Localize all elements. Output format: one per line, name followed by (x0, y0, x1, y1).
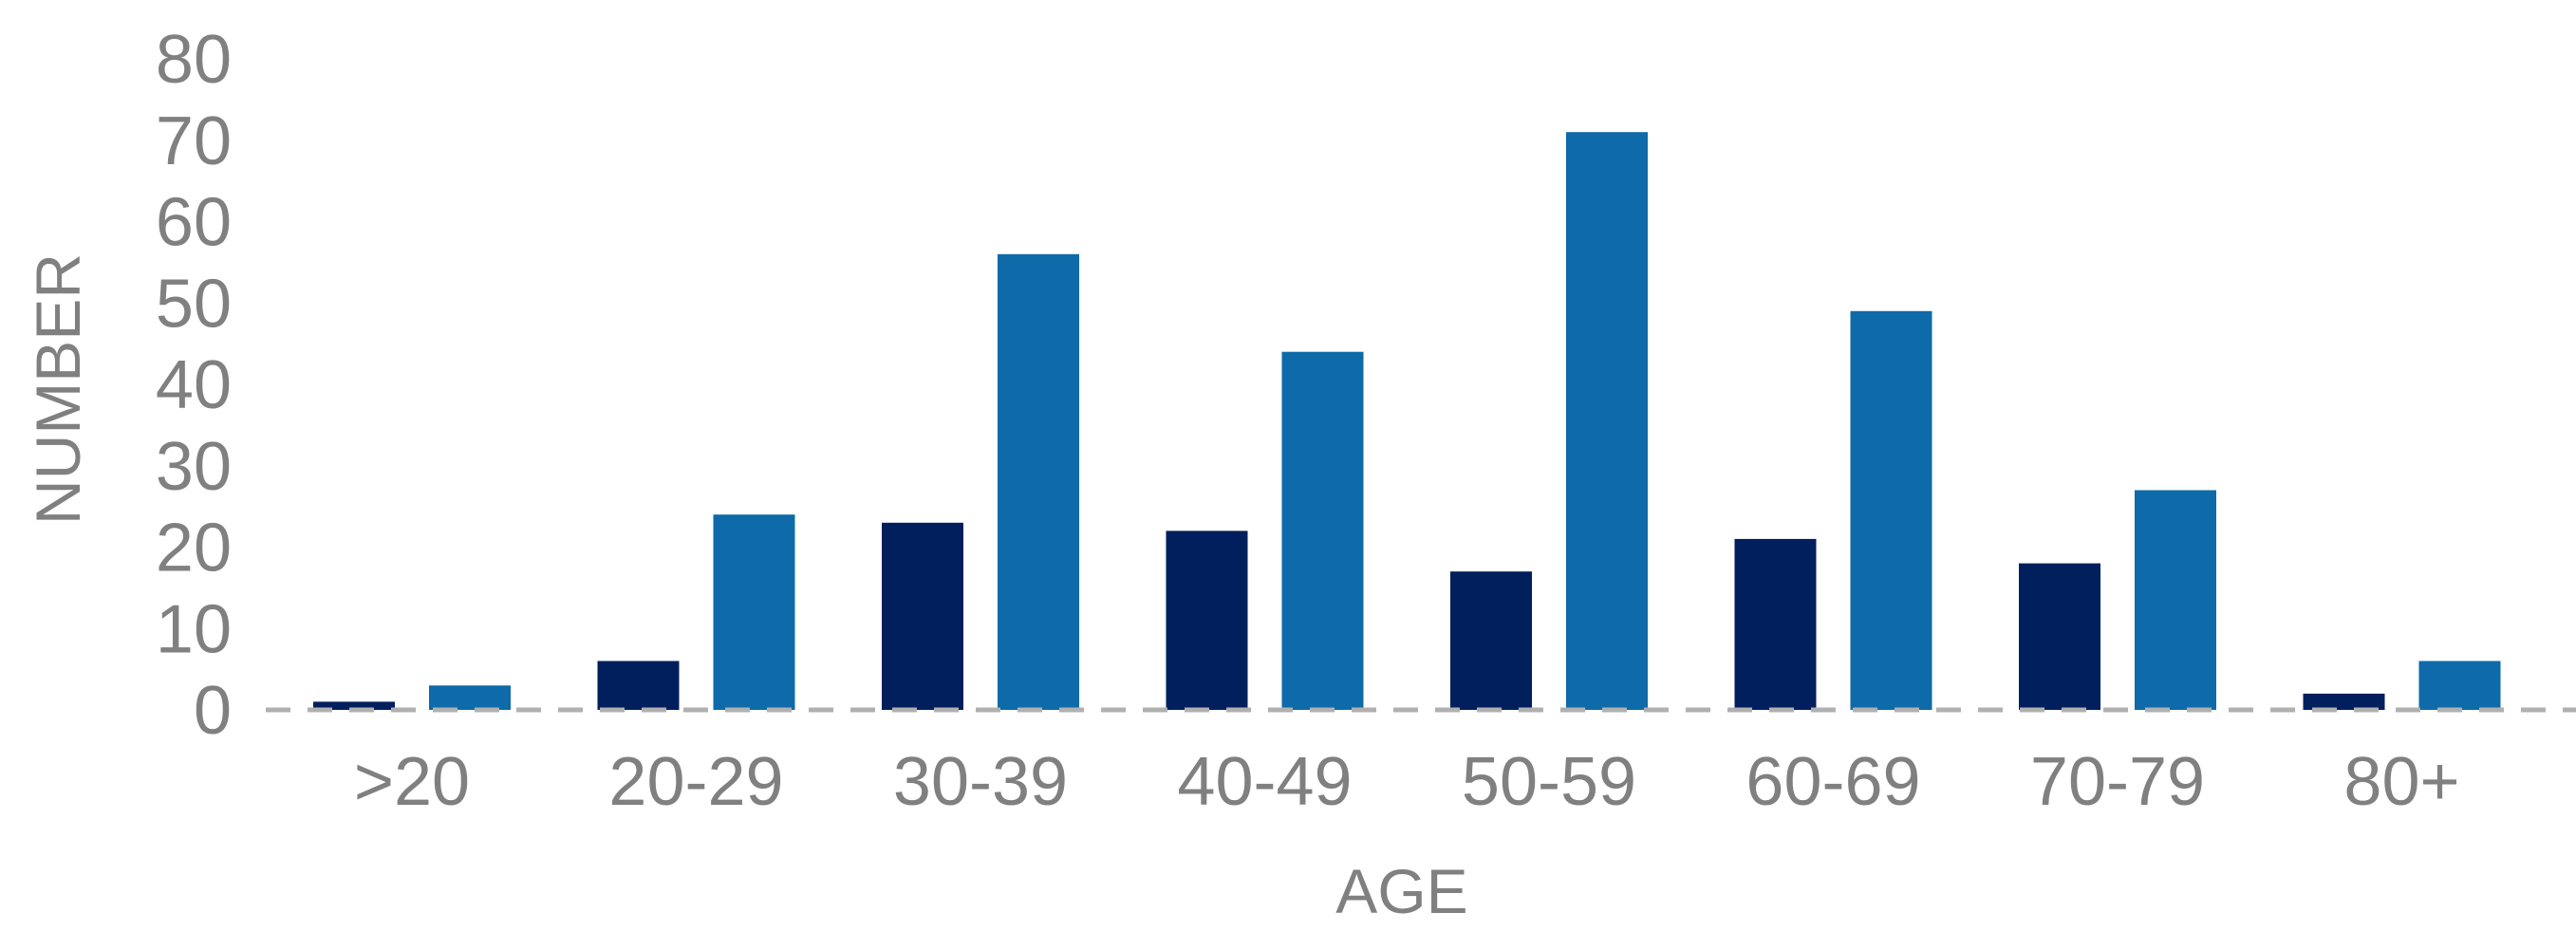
bar-series2-5 (1850, 310, 1932, 710)
bar-series2-7 (2418, 661, 2501, 710)
x-tick-label: 30-39 (893, 744, 1068, 820)
y-tick-label: 10 (156, 591, 232, 667)
y-tick-label: 70 (156, 103, 232, 179)
y-tick-label: 60 (156, 185, 232, 261)
y-tick-label: 30 (156, 429, 232, 505)
bar-series1-4 (1450, 571, 1532, 710)
bar-series1-2 (882, 522, 963, 710)
x-tick-label: 40-49 (1177, 744, 1352, 820)
bar-series2-6 (2135, 490, 2216, 710)
x-tick-label: 60-69 (1745, 744, 1920, 820)
x-tick-label: >20 (354, 744, 470, 820)
y-tick-label: 20 (156, 511, 232, 587)
y-axis-title: NUMBER (23, 253, 93, 525)
y-tick-label: 40 (156, 347, 232, 423)
bar-series2-2 (998, 253, 1079, 710)
bar-series2-1 (713, 514, 795, 710)
bar-series1-5 (1734, 538, 1817, 710)
x-tick-label: 20-29 (608, 744, 783, 820)
bars-layer (313, 132, 2501, 710)
bar-series2-4 (1566, 132, 1648, 710)
y-tick-label: 0 (194, 673, 232, 749)
x-tick-label: 70-79 (2030, 744, 2205, 820)
bar-series1-7 (2303, 693, 2385, 710)
bar-series2-0 (429, 685, 511, 710)
bar-series1-3 (1166, 531, 1248, 710)
y-tick-label: 80 (156, 22, 232, 98)
x-tick-labels: >20 20-29 30-39 40-49 50-59 60-69 70-79 80+ (354, 744, 2460, 820)
bar-series2-3 (1281, 351, 1364, 710)
x-axis-title: AGE (1335, 856, 1467, 926)
y-tick-label: 50 (156, 266, 232, 342)
bar-series1-0 (313, 701, 395, 710)
bar-series1-6 (2019, 563, 2100, 710)
bar-series1-1 (597, 661, 680, 710)
x-tick-label: 50-59 (1462, 744, 1636, 820)
x-tick-label: 80+ (2343, 744, 2459, 820)
